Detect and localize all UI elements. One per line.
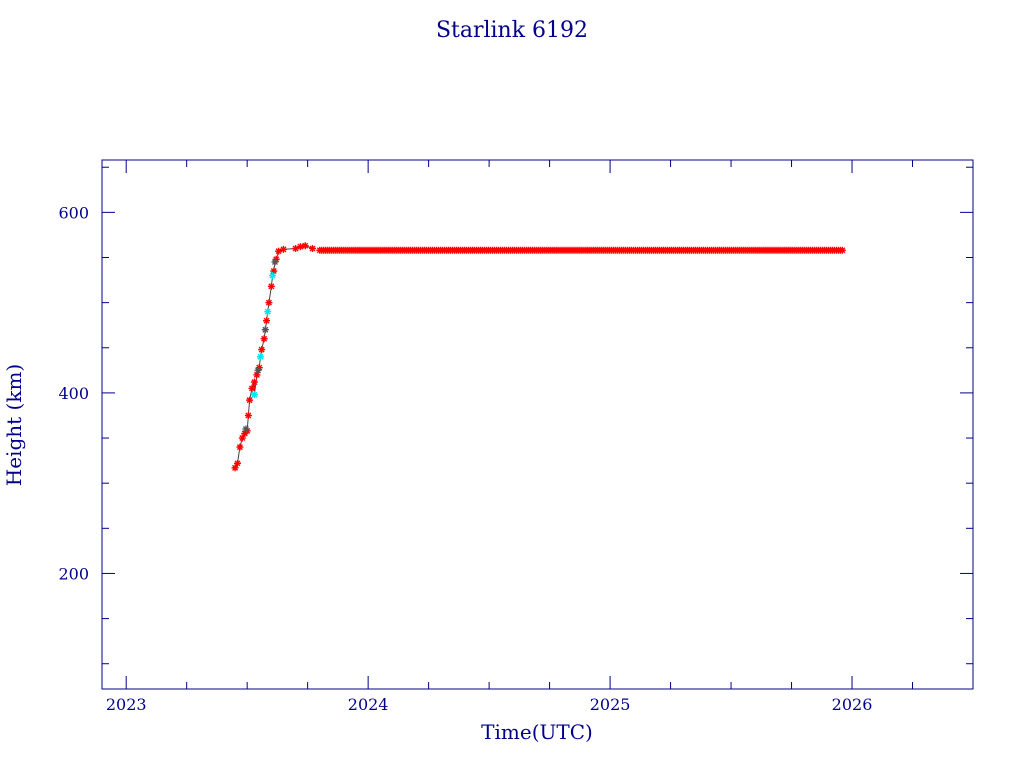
data-point-secondary: [250, 391, 258, 399]
x-tick-label: 2024: [348, 695, 389, 714]
data-point: [244, 411, 252, 419]
data-point-secondary: [264, 308, 272, 316]
data-point-tertiary: [271, 258, 279, 266]
x-tick-label: 2023: [106, 695, 147, 714]
data-point: [246, 396, 254, 404]
data-point: [265, 299, 273, 307]
data-point-tertiary: [261, 326, 269, 334]
data-point: [301, 242, 309, 250]
data-point: [296, 243, 304, 251]
plot-frame: [101, 159, 974, 690]
data-point: [258, 346, 266, 354]
data-point-secondary: [256, 353, 264, 361]
data-point: [236, 443, 244, 451]
data-point: [250, 378, 258, 386]
data-point-tertiary: [242, 425, 250, 433]
data-point: [838, 246, 846, 254]
data-point-secondary: [269, 272, 277, 280]
data-point: [267, 282, 275, 290]
data-point: [263, 317, 271, 325]
y-axis-label: Height (km): [2, 364, 26, 486]
y-tick-label: 200: [58, 564, 89, 583]
data-point: [279, 245, 287, 253]
data-point: [292, 244, 300, 252]
y-tick-label: 600: [58, 203, 89, 222]
data-point: [248, 384, 256, 392]
chart-title: Starlink 6192: [436, 18, 588, 43]
data-point-tertiary: [254, 366, 262, 374]
y-tick-label: 400: [58, 384, 89, 403]
x-tick-label: 2025: [590, 695, 631, 714]
data-points: [231, 242, 846, 472]
x-axis-label: Time(UTC): [481, 720, 593, 744]
data-point: [233, 459, 241, 467]
data-point: [260, 335, 268, 343]
data-point: [308, 244, 316, 252]
axis-ticks: 2023 2024 2025 2026 200 400 600: [58, 160, 974, 714]
x-tick-label: 2026: [832, 695, 873, 714]
